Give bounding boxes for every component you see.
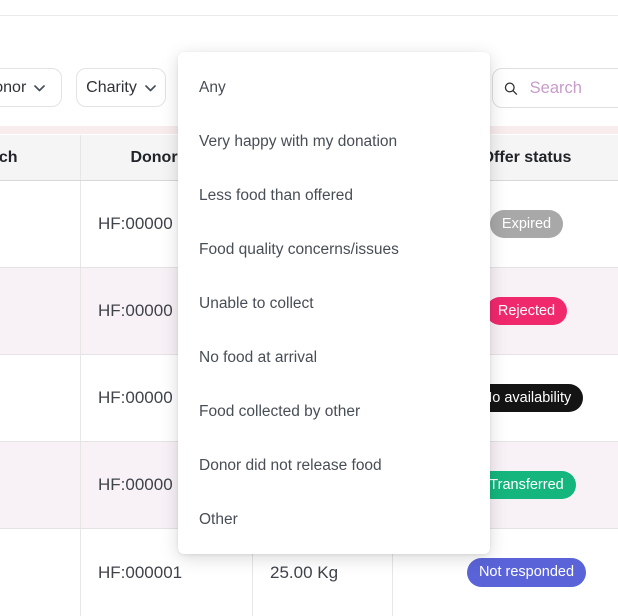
search-box[interactable]: [492, 68, 618, 108]
dropdown-option-donor-did-not-release[interactable]: Donor did not release food: [199, 457, 382, 474]
status-badge: Transferred: [477, 470, 576, 500]
dropdown-option-other[interactable]: Other: [199, 511, 238, 528]
chevron-down-icon: [34, 85, 46, 92]
branch-cell: [0, 529, 81, 616]
branch-cell: [0, 355, 81, 441]
dropdown-option-unable-to-collect[interactable]: Unable to collect: [199, 295, 314, 312]
status-badge: Expired: [489, 209, 564, 239]
dropdown-option-food-collected-by-other[interactable]: Food collected by other: [199, 403, 361, 420]
donor-cell: HF:000001: [81, 529, 253, 616]
status-cell: Transferred: [393, 442, 618, 528]
branch-cell: [0, 268, 81, 354]
dropdown-option-no-food-at-arrival[interactable]: No food at arrival: [199, 349, 318, 366]
dropdown-option-less-food[interactable]: Less food than offered: [199, 187, 353, 204]
charity-filter-label: Charity: [86, 78, 137, 96]
offer-status-column-header[interactable]: Offer status: [481, 148, 572, 166]
charity-filter-button[interactable]: Charity: [76, 68, 166, 107]
branch-column-header[interactable]: Branch: [0, 135, 81, 180]
status-badge: Rejected: [485, 296, 568, 326]
quantity-cell: 25.00 Kg: [253, 529, 393, 616]
donor-filter-label: Donor: [0, 78, 27, 96]
branch-cell: [0, 181, 81, 267]
status-cell: Not responded: [393, 529, 618, 616]
top-divider: [0, 15, 618, 16]
chevron-down-icon: [144, 85, 156, 92]
status-badge: Not responded: [466, 558, 587, 587]
status-cell: Rejected: [393, 268, 618, 354]
dropdown-option-food-quality[interactable]: Food quality concerns/issues: [199, 241, 399, 258]
donor-filter-button[interactable]: Donor: [0, 68, 62, 107]
dropdown-option-any[interactable]: Any: [199, 79, 226, 96]
dropdown-option-very-happy[interactable]: Very happy with my donation: [199, 133, 398, 150]
branch-cell: [0, 442, 81, 528]
status-cell: Expired: [393, 181, 618, 267]
search-icon: [504, 81, 518, 95]
feedback-dropdown-menu: Any Very happy with my donation Less foo…: [178, 52, 490, 554]
search-input[interactable]: [527, 77, 618, 99]
